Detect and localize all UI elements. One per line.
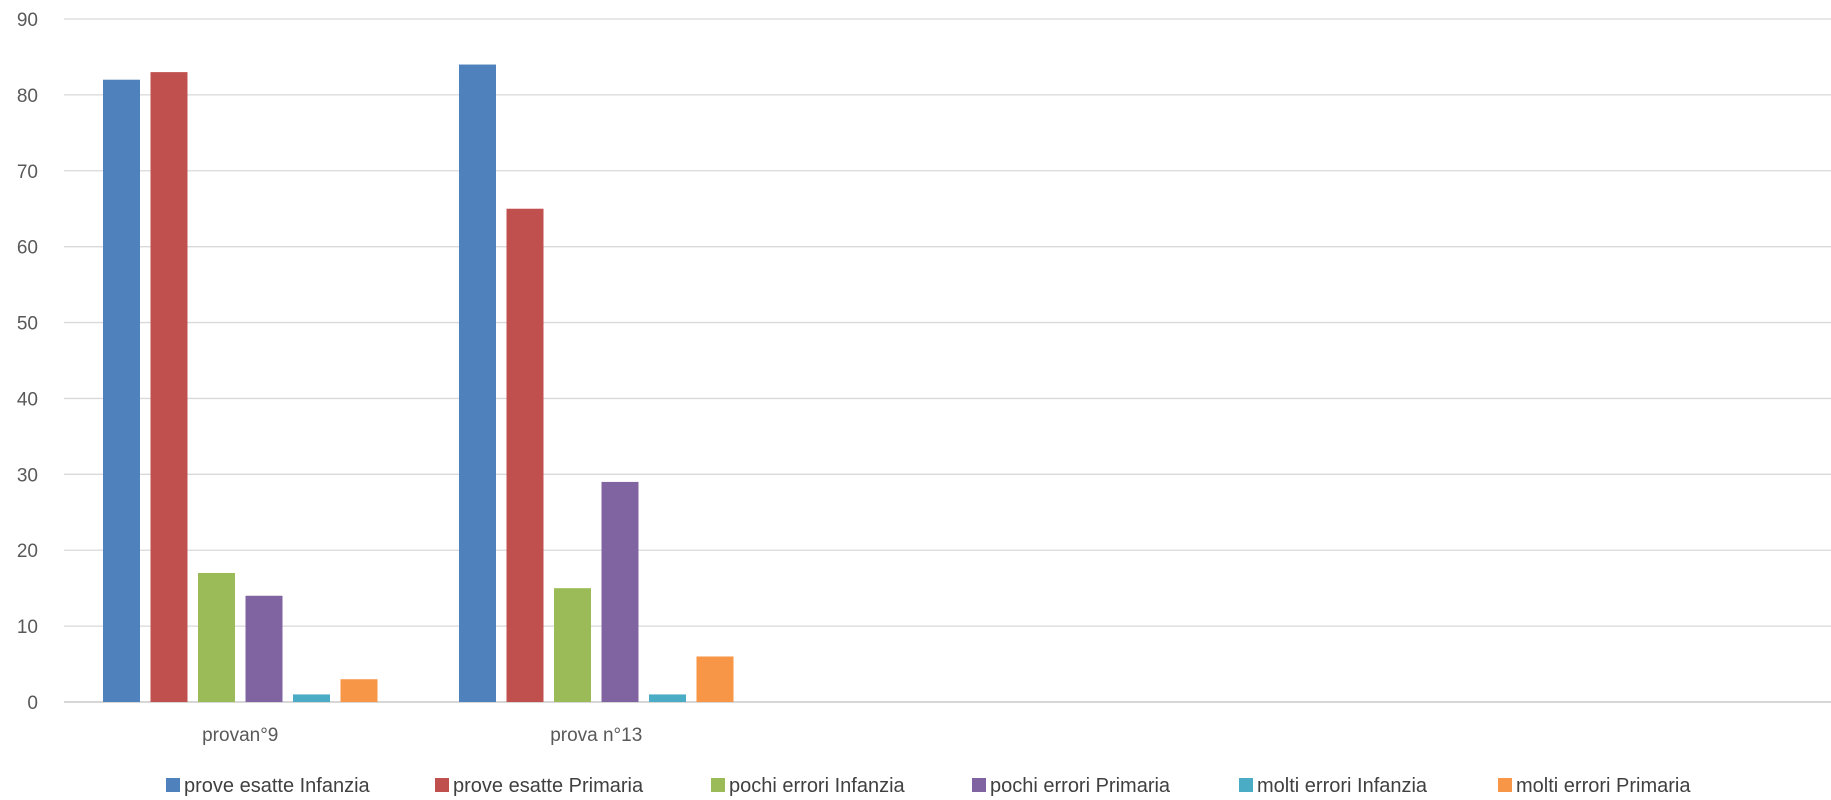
legend-label: pochi errori Primaria [990, 775, 1171, 797]
legend-item: prove esatte Infanzia [166, 775, 371, 797]
legend-label: prove esatte Infanzia [184, 775, 371, 797]
legend-label: pochi errori Infanzia [729, 775, 906, 797]
bar [696, 656, 734, 702]
legend-label: molti errori Infanzia [1257, 775, 1428, 797]
y-tick-label: 0 [27, 693, 38, 714]
bar [649, 694, 686, 702]
x-category-label: prova n°13 [550, 725, 642, 746]
y-axis-ticks: 0 10 20 30 40 50 60 70 80 90 [17, 10, 38, 714]
legend-item: prove esatte Primaria [435, 775, 644, 797]
bar [459, 64, 496, 703]
y-tick-label: 90 [17, 10, 38, 31]
bar [340, 679, 378, 702]
y-tick-label: 50 [17, 314, 38, 335]
legend-swatch [972, 778, 986, 792]
legend-label: prove esatte Primaria [453, 775, 644, 797]
bar [506, 208, 544, 702]
legend-label: molti errori Primaria [1516, 775, 1691, 797]
y-tick-label: 60 [17, 238, 38, 259]
legend-item: pochi errori Infanzia [711, 775, 906, 797]
bar [293, 694, 330, 702]
bar [601, 481, 639, 702]
y-tick-label: 30 [17, 465, 38, 486]
x-category-label: provan°9 [202, 725, 278, 746]
legend-item: molti errori Primaria [1498, 775, 1691, 797]
legend: prove esatte Infanzia prove esatte Primar… [166, 775, 1691, 797]
gridlines [64, 18, 1831, 703]
y-tick-label: 80 [17, 86, 38, 107]
legend-swatch [166, 778, 180, 792]
bar [103, 79, 140, 702]
y-tick-label: 40 [17, 389, 38, 410]
legend-swatch [435, 778, 449, 792]
y-tick-label: 20 [17, 541, 38, 562]
legend-item: molti errori Infanzia [1239, 775, 1428, 797]
bar [554, 588, 591, 702]
legend-item: pochi errori Primaria [972, 775, 1171, 797]
bar [198, 572, 235, 702]
y-tick-label: 70 [17, 162, 38, 183]
legend-swatch [1239, 778, 1253, 792]
legend-swatch [1498, 778, 1512, 792]
y-tick-label: 10 [17, 617, 38, 638]
legend-swatch [711, 778, 725, 792]
bar [245, 595, 283, 702]
bar [150, 72, 188, 703]
x-axis-labels: provan°9 prova n°13 [202, 725, 642, 746]
bars [103, 64, 734, 703]
